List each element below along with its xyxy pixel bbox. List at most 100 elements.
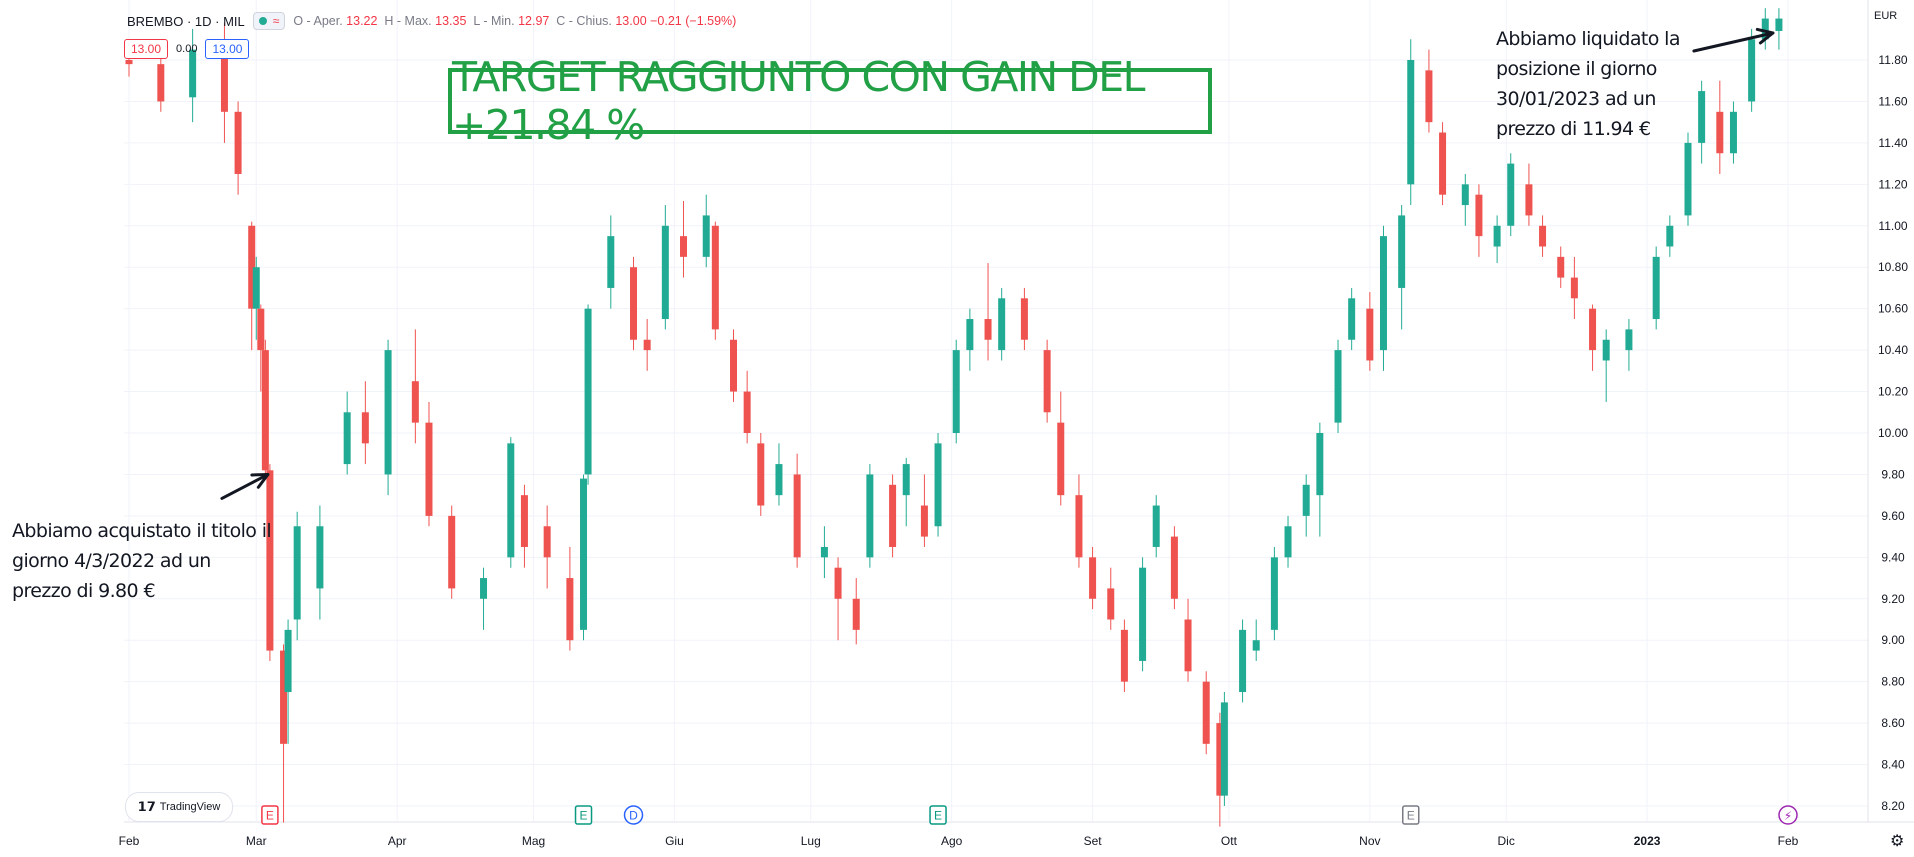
candle-body <box>1366 308 1374 361</box>
candle-body <box>866 474 874 558</box>
tradingview-logo[interactable]: 𝟭𝟳 TradingView <box>125 792 233 822</box>
candle-body <box>966 319 974 351</box>
close-label: C - Chius. <box>556 14 612 28</box>
candle-body <box>189 49 197 98</box>
buy-arrow-head <box>250 472 270 489</box>
chart-header: BREMBO · 1D · MIL ≈ O - Aper. 13.22 H - … <box>127 12 736 30</box>
y-tick-label: 10.00 <box>1878 426 1908 440</box>
candle-body <box>361 412 369 444</box>
open-value: 13.22 <box>346 14 378 28</box>
event-marker-label: E <box>266 809 274 823</box>
candle-body <box>1270 557 1278 630</box>
candle-body <box>157 64 165 102</box>
candle-body <box>1407 60 1415 185</box>
candle-body <box>702 215 710 257</box>
event-marker <box>574 805 593 825</box>
candle-body <box>1170 536 1178 599</box>
x-tick-label: Mag <box>522 834 545 848</box>
event-marker-label: E <box>580 809 588 823</box>
candle-body <box>480 578 488 599</box>
candle-body <box>730 339 738 392</box>
x-tick-label: Nov <box>1359 834 1380 848</box>
sell-arrow <box>1692 31 1775 53</box>
candle-body <box>793 474 801 558</box>
y-tick-label: 8.80 <box>1881 675 1905 689</box>
candle-body <box>1666 225 1674 247</box>
market-open-dot-icon <box>258 17 267 25</box>
currency-label[interactable]: EUR <box>1874 10 1898 22</box>
candle-body <box>1057 422 1065 496</box>
candle-body <box>630 267 638 340</box>
sell-note: Abbiamo liquidato la posizione il giorno… <box>1496 28 1681 140</box>
buy-note: Abbiamo acquistato il titolo il giorno 4… <box>12 520 272 602</box>
candle-body <box>507 443 515 558</box>
candle-body <box>125 60 133 65</box>
candle-body <box>1507 163 1515 226</box>
candle-body <box>1348 298 1356 340</box>
low-label: L - Min. <box>473 14 515 28</box>
y-tick-label: 11.20 <box>1878 177 1907 191</box>
candle-body <box>1284 526 1292 558</box>
candle-body <box>280 650 288 744</box>
x-tick-label: Giu <box>665 834 684 848</box>
x-tick-label: Set <box>1084 834 1103 848</box>
candle-body <box>920 505 928 537</box>
market-status-pill[interactable]: ≈ <box>252 12 286 30</box>
x-tick-label: Mar <box>246 834 267 848</box>
candle-body <box>1684 142 1692 216</box>
candle-body <box>1625 329 1633 351</box>
tradingview-mark-icon: 𝟭𝟳 <box>137 799 156 814</box>
candle-body <box>757 443 765 506</box>
event-marker <box>1401 805 1420 825</box>
candle-body <box>566 578 574 641</box>
open-label: O - Aper. <box>293 14 343 28</box>
candle-body <box>1220 702 1228 796</box>
candle-body <box>1729 111 1737 154</box>
y-tick-label: 9.00 <box>1881 633 1905 647</box>
high-label: H - Max. <box>384 14 432 28</box>
candle-body <box>852 598 860 630</box>
candle-body <box>1107 588 1115 620</box>
settings-gear-icon[interactable]: ⚙ <box>1890 833 1905 850</box>
candle-body <box>1398 215 1406 288</box>
candle-body <box>1716 111 1724 154</box>
candle-body <box>520 495 528 547</box>
candle-body <box>1184 619 1192 672</box>
candle-body <box>775 464 783 496</box>
buy-price-box[interactable]: 13.00 <box>205 39 250 59</box>
candle-body <box>1748 39 1756 102</box>
y-tick-label: 10.80 <box>1878 260 1908 274</box>
candle-body <box>1475 194 1483 237</box>
candle-body <box>1557 256 1565 278</box>
y-tick-label: 8.40 <box>1881 758 1905 772</box>
low-value: 12.97 <box>518 14 550 28</box>
candle-body <box>952 350 960 433</box>
event-marker <box>1778 805 1798 825</box>
candle-body <box>902 464 910 496</box>
candle-body <box>1539 225 1547 247</box>
candle-body <box>234 111 242 174</box>
y-tick-label: 11.60 <box>1878 94 1907 108</box>
event-marker-label: ⚡ <box>1784 809 1792 823</box>
x-tick-label: Ott <box>1221 834 1238 848</box>
y-tick-label: 10.60 <box>1878 302 1908 316</box>
y-tick-label: 8.20 <box>1881 799 1905 813</box>
candle-body <box>1425 70 1433 123</box>
x-tick-label: Apr <box>388 834 407 848</box>
candle-body <box>261 350 269 471</box>
candle-body <box>1202 681 1210 744</box>
tradingview-brand: TradingView <box>159 801 221 813</box>
candle-body <box>643 339 651 351</box>
candle-body <box>1239 629 1247 693</box>
x-tick-label: Lug <box>801 834 821 848</box>
x-tick-label: 2023 <box>1634 834 1661 848</box>
ohlc-readout: O - Aper. 13.22 H - Max. 13.35 L - Min. … <box>293 14 736 28</box>
sell-price-box[interactable]: 13.00 <box>124 39 169 59</box>
y-tick-label: 9.60 <box>1881 509 1905 523</box>
x-tick-label: Dic <box>1498 834 1515 848</box>
symbol-label[interactable]: BREMBO · 1D · MIL <box>127 13 245 29</box>
y-tick-label: 10.20 <box>1878 385 1908 399</box>
candle-body <box>1075 495 1083 558</box>
wave-icon: ≈ <box>272 14 280 28</box>
